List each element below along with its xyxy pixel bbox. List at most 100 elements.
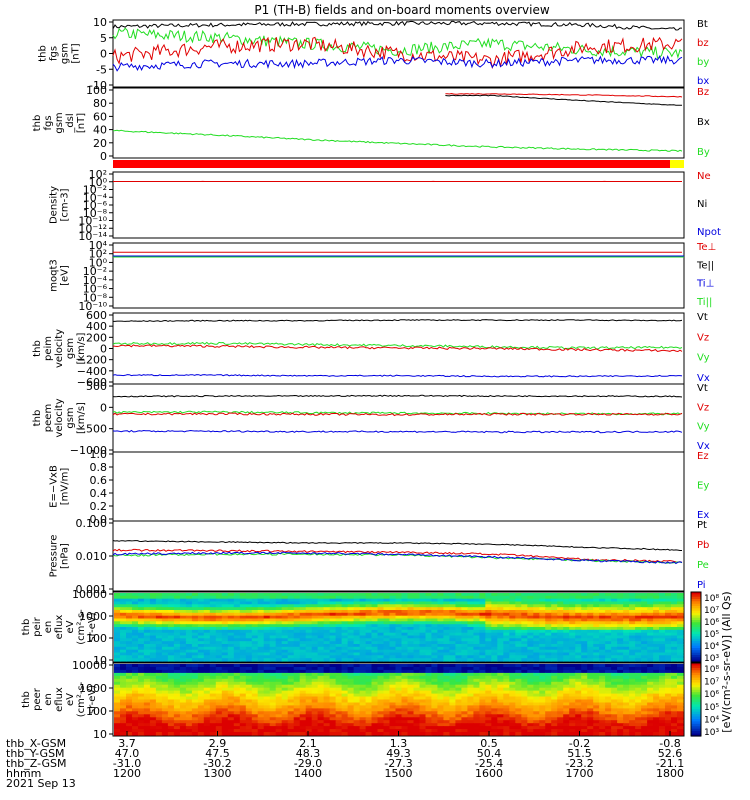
spectrogram-cell <box>197 646 205 651</box>
spectrogram-cell <box>173 690 181 695</box>
spectrogram-cell <box>551 690 558 695</box>
spectrogram-cell <box>317 629 325 634</box>
spectrogram-cell <box>527 687 534 692</box>
spectrogram-cell <box>155 644 163 648</box>
spectrogram-cell <box>599 693 606 698</box>
spectrogram-cell <box>126 621 133 625</box>
spectrogram-cell <box>132 593 139 597</box>
spectrogram-cell <box>533 708 540 712</box>
spectrogram-cell <box>401 649 409 654</box>
spectrogram-cell <box>305 658 313 662</box>
spectrogram-cell <box>371 629 379 634</box>
spectrogram-cell <box>527 690 534 695</box>
series-bx-line <box>112 55 683 72</box>
spectrogram-cell <box>161 708 169 712</box>
spectrogram-cell <box>635 699 642 704</box>
spectrogram-cell <box>311 732 319 736</box>
spectrogram-cell <box>293 604 301 608</box>
spectrogram-cell <box>527 655 534 659</box>
spectrogram-cell <box>275 678 283 683</box>
spectrogram-cell <box>575 593 582 597</box>
spectrogram-cell <box>191 612 199 617</box>
spectrogram-cell <box>551 678 558 683</box>
series-vt-line <box>113 319 683 322</box>
spectrogram-cell <box>641 624 648 628</box>
spectrogram-cell <box>587 708 594 712</box>
spectrogram-cell <box>335 681 343 686</box>
spectrogram-cell <box>443 604 450 608</box>
spectrogram-cell <box>575 729 582 733</box>
spectrogram-cell <box>401 681 409 686</box>
spectrogram-cell <box>275 684 283 689</box>
spectrogram-cell <box>114 696 121 701</box>
spectrogram-cell <box>527 672 534 677</box>
spectrogram-cell <box>359 696 367 701</box>
spectrogram-cell <box>311 664 319 668</box>
spectrogram-cell <box>353 635 361 639</box>
spectrogram-cell <box>659 690 666 695</box>
colorbar-swatch <box>691 711 701 715</box>
spectrogram-cell <box>341 717 349 721</box>
spectrogram-cell <box>305 667 313 671</box>
spectrogram-cell <box>593 646 600 651</box>
spectrogram-cell <box>143 684 151 689</box>
spectrogram-cell <box>479 729 486 733</box>
spectrogram-cell <box>311 607 319 611</box>
spectrogram-cell <box>126 638 133 642</box>
spectrogram-cell <box>132 610 139 614</box>
spectrogram-cell <box>419 655 427 659</box>
spectrogram-cell <box>233 629 241 634</box>
spectrogram-cell <box>203 705 211 709</box>
spectrogram-cell <box>587 612 594 617</box>
spectrogram-cell <box>173 644 181 648</box>
spectrogram-cell <box>647 672 654 677</box>
spectrogram-cell <box>479 699 486 704</box>
spectrogram-cell <box>545 632 552 637</box>
spectrogram-cell <box>521 652 528 656</box>
spectrogram-cell <box>677 604 684 608</box>
spectrogram-cell <box>587 615 594 620</box>
spectrogram-cell <box>114 646 121 651</box>
spectrogram-cell <box>665 720 672 724</box>
spectrogram-cell <box>659 624 666 628</box>
spectrogram-cell <box>167 681 175 686</box>
spectrogram-cell <box>407 598 415 603</box>
spectrogram-cell <box>653 615 660 620</box>
spectrogram-cell <box>461 699 468 704</box>
spectrogram-cell <box>275 644 283 648</box>
spectrogram-cell <box>605 729 612 733</box>
spectrogram-cell <box>155 690 163 695</box>
spectrogram-cell <box>443 593 450 597</box>
spectrogram-cell <box>245 618 253 622</box>
spectrogram-cell <box>383 615 391 620</box>
spectrogram-cell <box>503 705 510 709</box>
spectrogram-cell <box>401 593 409 597</box>
spectrogram-cell <box>149 595 157 600</box>
spectrogram-cell <box>401 690 409 695</box>
spectrogram-cell <box>281 669 289 674</box>
spectrogram-cell <box>191 690 199 695</box>
spectrogram-cell <box>473 684 480 689</box>
spectrogram-cell <box>317 705 325 709</box>
spectrogram-cell <box>515 638 522 642</box>
spectrogram-cell <box>641 652 648 656</box>
spectrogram-cell <box>557 646 564 651</box>
spectrogram-cell <box>617 658 624 662</box>
spectrogram-cell <box>275 610 283 614</box>
spectrogram-cell <box>671 672 678 677</box>
colorbar-swatch <box>691 721 701 725</box>
spectrogram-cell <box>635 624 642 628</box>
spectrogram-cell <box>371 669 379 674</box>
spectrogram-cell <box>197 621 205 625</box>
colorbar-swatch <box>691 704 701 708</box>
spectrogram-cell <box>329 714 337 718</box>
spectrogram-cell <box>419 627 427 631</box>
spectrogram-cell <box>587 702 594 707</box>
spectrogram-cell <box>275 593 283 597</box>
spectrogram-cell <box>515 678 522 683</box>
spectrogram-cell <box>551 705 558 709</box>
spectrogram-cell <box>521 696 528 701</box>
spectrogram-cell <box>491 638 498 642</box>
spectrogram-cell <box>653 705 660 709</box>
